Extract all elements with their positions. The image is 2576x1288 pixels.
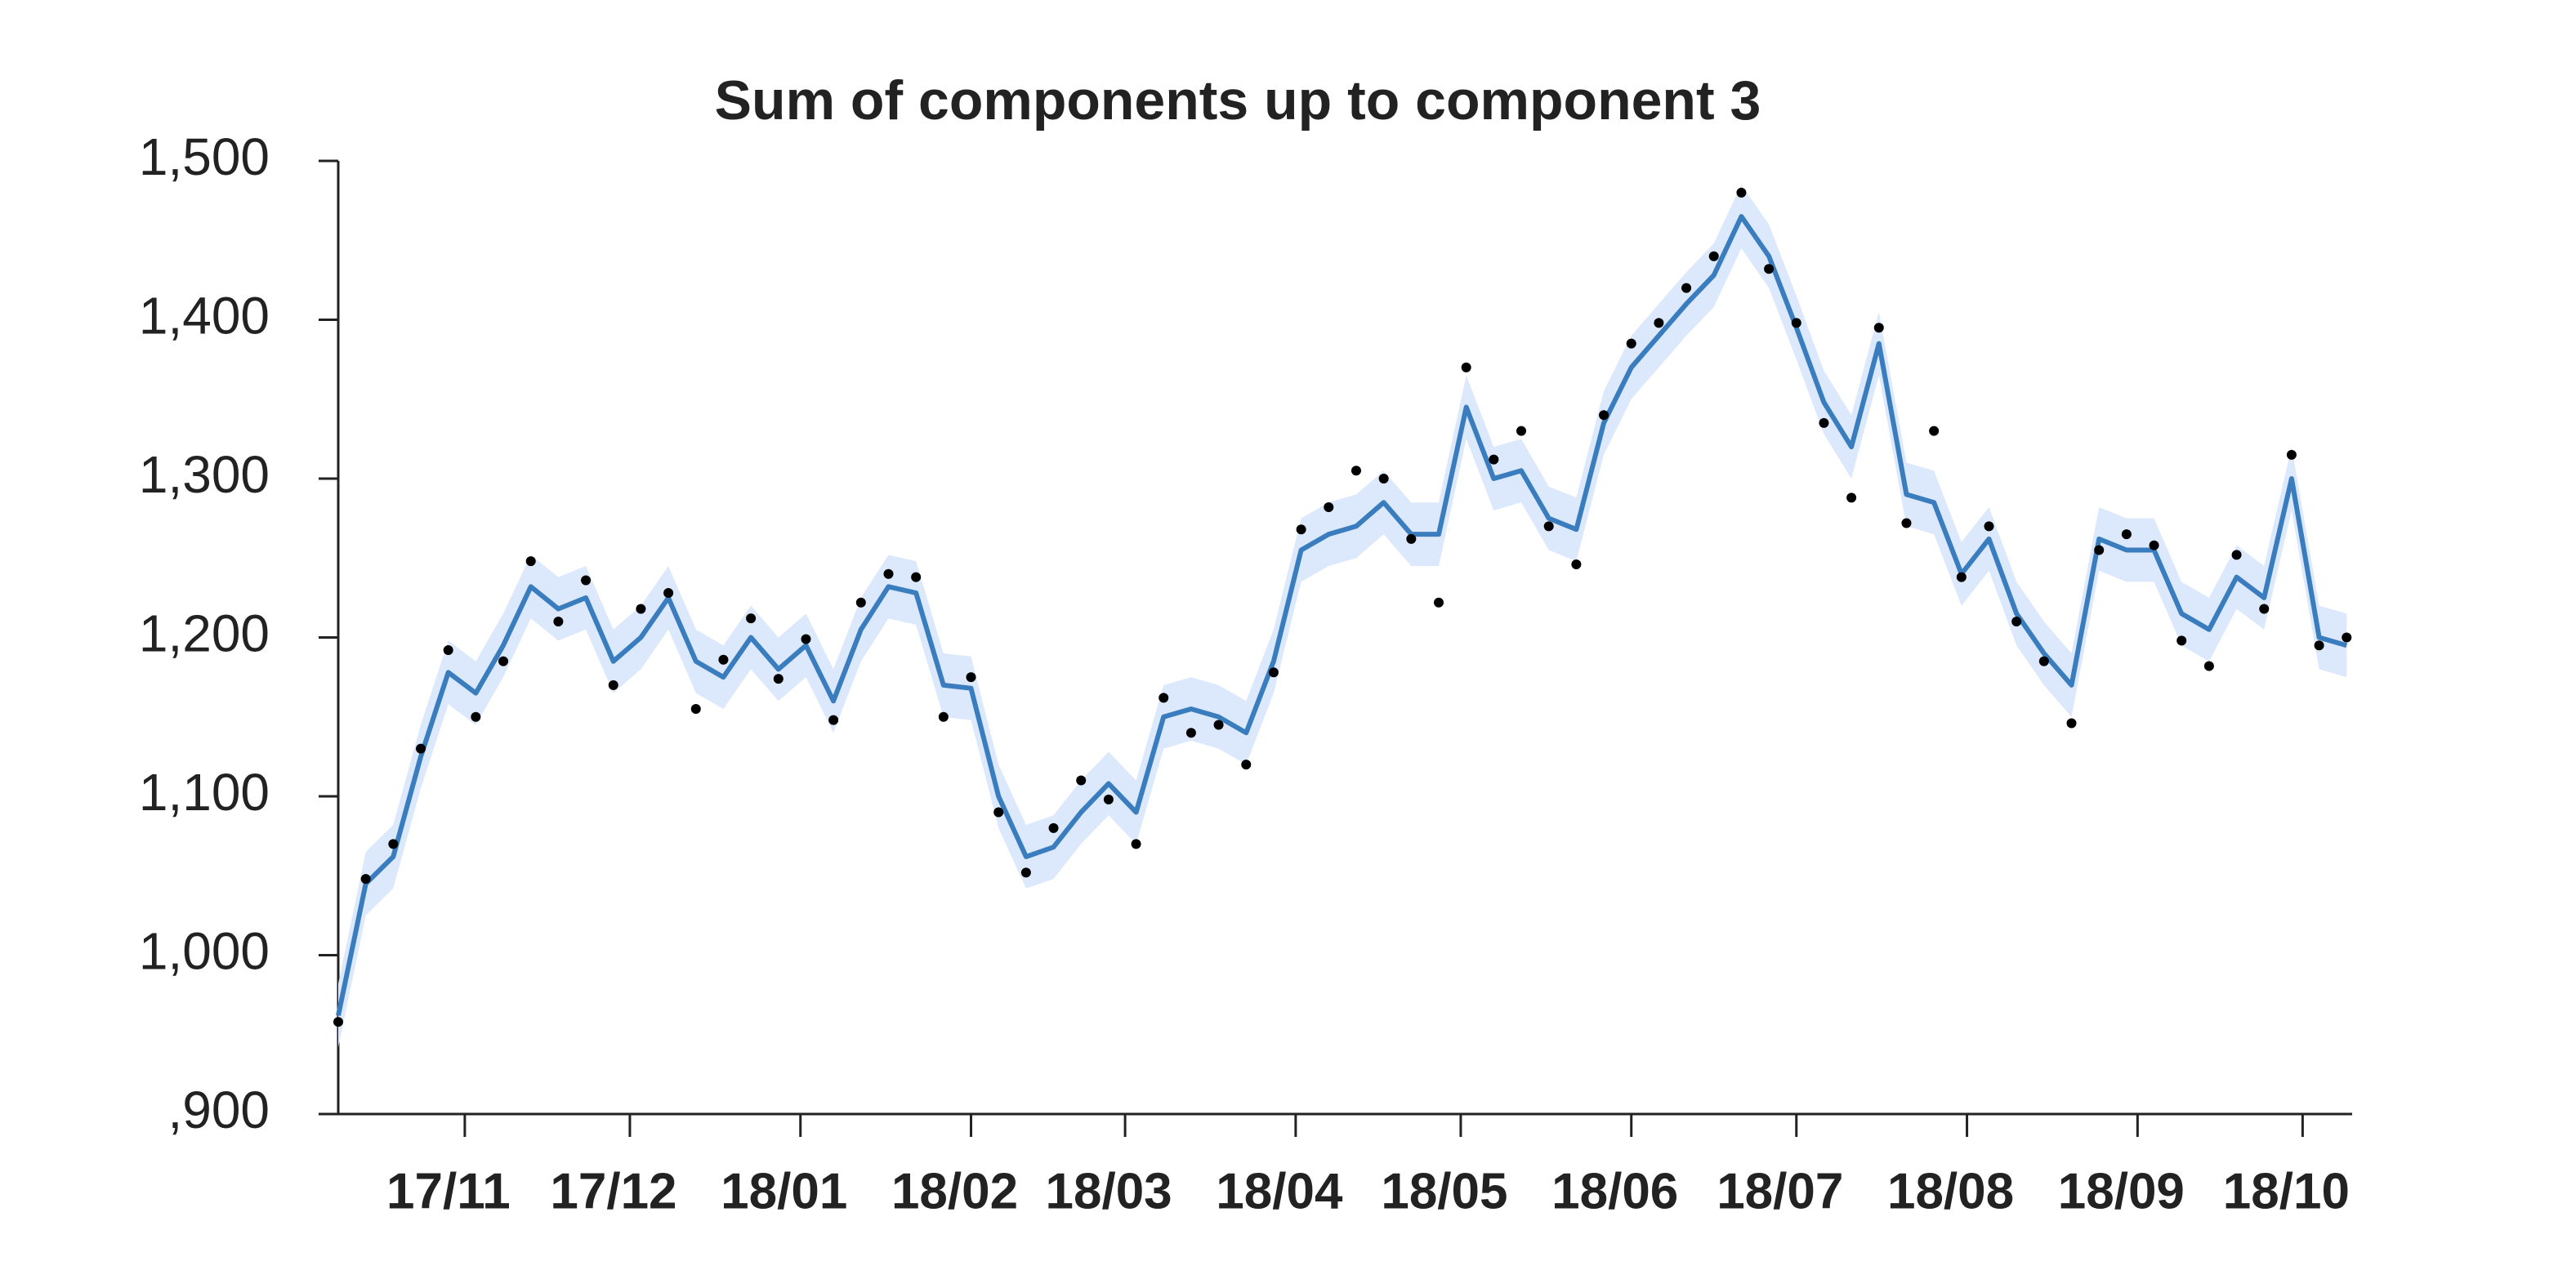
data-point <box>333 1017 343 1027</box>
data-point <box>2231 550 2242 560</box>
data-point <box>1873 323 1884 333</box>
data-point <box>416 743 426 754</box>
data-point <box>525 556 536 567</box>
data-point <box>1901 518 1912 528</box>
data-point <box>1103 794 1114 804</box>
y-tick-label: 1,300 <box>139 445 270 504</box>
data-point <box>993 807 1004 818</box>
data-point <box>1020 867 1031 878</box>
data-point <box>1489 454 1499 465</box>
data-point <box>801 634 811 644</box>
x-tick-label: 18/07 <box>1717 1163 1843 1219</box>
data-point <box>1599 410 1609 421</box>
data-point <box>1956 572 1967 582</box>
x-tick-label: 18/08 <box>1887 1163 2014 1219</box>
data-point <box>1846 492 1857 503</box>
data-point <box>1213 720 1224 730</box>
y-tick-label: 1,200 <box>139 604 270 662</box>
data-point <box>1764 264 1775 274</box>
data-point <box>1048 822 1059 833</box>
data-point <box>2011 617 2022 627</box>
data-point <box>2286 449 2297 460</box>
data-point <box>2094 545 2105 555</box>
data-point <box>1185 728 1196 738</box>
x-tick-label: 18/01 <box>721 1163 847 1219</box>
data-point <box>1378 474 1389 484</box>
data-point <box>2176 635 2187 646</box>
x-tick-label: 18/03 <box>1046 1163 1172 1219</box>
x-tick-label: 17/12 <box>550 1163 676 1219</box>
x-tick-label: 18/06 <box>1551 1163 1678 1219</box>
x-tick-label: 17/11 <box>386 1163 511 1219</box>
data-point <box>1159 693 1169 703</box>
data-point <box>1461 362 1471 372</box>
data-point <box>2203 661 2214 671</box>
data-point <box>2149 540 2159 550</box>
data-point <box>2314 640 2324 651</box>
data-point <box>2342 632 2352 643</box>
y-tick-label: ,900 <box>167 1081 270 1139</box>
data-point <box>911 572 922 582</box>
data-point <box>1681 283 1692 293</box>
data-point <box>1131 839 1141 849</box>
data-point <box>1516 426 1527 436</box>
data-point <box>1708 251 1719 261</box>
confidence-band <box>338 185 2347 1048</box>
data-point <box>498 656 509 666</box>
data-point <box>608 680 618 690</box>
data-point <box>690 704 701 715</box>
data-point <box>718 654 729 665</box>
x-tick-label: 18/02 <box>891 1163 1018 1219</box>
data-point <box>360 874 371 885</box>
x-tick-label: 18/05 <box>1381 1163 1507 1219</box>
data-point <box>663 588 674 599</box>
data-point <box>1296 524 1306 535</box>
x-tick-label: 18/04 <box>1216 1163 1343 1219</box>
data-point <box>471 711 481 722</box>
x-tick-label: 18/10 <box>2223 1163 2350 1219</box>
data-point <box>1324 502 1334 513</box>
data-point <box>883 568 894 579</box>
x-tick-label: 18/09 <box>2058 1163 2185 1219</box>
data-point <box>2066 718 2077 729</box>
data-point <box>2038 656 2049 666</box>
data-point <box>1076 775 1087 786</box>
data-point <box>828 715 839 725</box>
y-tick-label: 1,500 <box>139 127 270 186</box>
data-point <box>1241 760 1252 770</box>
data-point <box>773 674 784 684</box>
data-point <box>1626 338 1636 349</box>
data-point <box>966 672 976 683</box>
data-point <box>855 597 866 608</box>
data-point <box>1268 667 1279 678</box>
data-point <box>553 617 564 627</box>
data-point <box>1791 318 1801 328</box>
fit-line <box>336 214 2348 1017</box>
y-tick-label: 1,100 <box>139 763 270 822</box>
data-point <box>388 839 399 849</box>
data-point <box>581 575 592 586</box>
data-point <box>2121 529 2132 540</box>
data-point <box>1406 533 1417 544</box>
data-point <box>938 711 949 722</box>
data-point <box>1929 426 1940 436</box>
data-point <box>1984 521 1994 532</box>
data-point <box>2259 604 2270 614</box>
data-point <box>443 645 453 656</box>
y-tick-label: 1,400 <box>139 286 270 345</box>
data-point <box>1351 466 1361 476</box>
data-point <box>1433 597 1444 608</box>
y-tick-label: 1,000 <box>139 921 270 980</box>
data-point <box>1736 187 1747 198</box>
data-point <box>1819 417 1829 428</box>
data-point <box>1571 559 1582 570</box>
data-point <box>1654 318 1664 328</box>
data-point <box>636 604 646 614</box>
data-point <box>746 613 757 624</box>
data-point <box>1543 521 1554 532</box>
chart-title: Sum of components up to component 3 <box>715 69 1761 131</box>
